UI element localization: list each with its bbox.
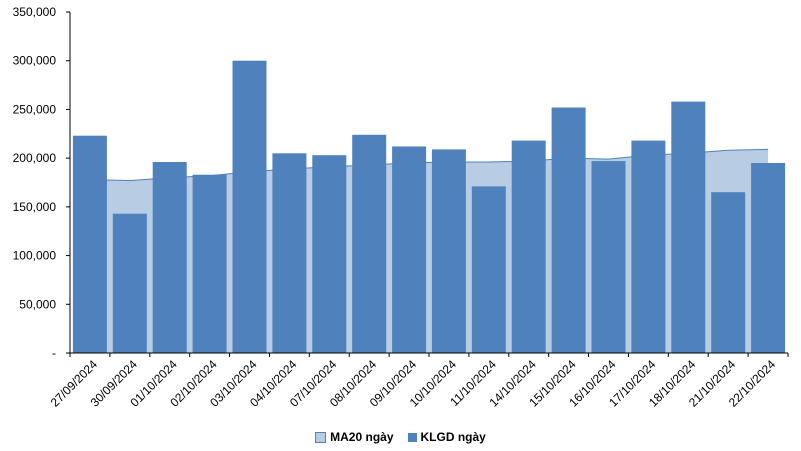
klgd-bar <box>671 101 706 353</box>
y-tick-label: 100,000 <box>13 249 57 263</box>
legend-label-klgd: KLGD ngày <box>420 430 486 444</box>
klgd-bar <box>112 213 147 353</box>
y-tick-label: 200,000 <box>13 151 57 165</box>
klgd-bar <box>232 60 267 353</box>
legend-item-ma20: MA20 ngày <box>315 430 394 444</box>
ma20-area <box>89 149 769 353</box>
klgd-bar <box>711 192 746 353</box>
klgd-bar <box>152 162 187 353</box>
ma20-area-layer <box>89 148 769 353</box>
klgd-bar <box>591 161 626 353</box>
y-tick-label: 50,000 <box>19 297 56 311</box>
klgd-bar <box>551 107 586 353</box>
y-tick-label: 300,000 <box>13 54 57 68</box>
klgd-bar <box>471 186 506 353</box>
y-tick-label: 150,000 <box>13 200 57 214</box>
klgd-bar <box>352 134 387 353</box>
klgd-bar-layer <box>72 60 786 353</box>
klgd-bar <box>192 174 227 353</box>
legend-swatch-klgd <box>407 432 417 442</box>
legend-item-klgd: KLGD ngày <box>407 430 486 444</box>
y-tick-label: 350,000 <box>13 5 57 19</box>
y-tick-label: - <box>52 346 56 360</box>
klgd-bar <box>631 140 666 353</box>
klgd-bar <box>431 149 466 353</box>
klgd-bar <box>72 135 107 353</box>
klgd-bar <box>312 155 347 353</box>
legend: MA20 ngày KLGD ngày <box>0 430 801 444</box>
klgd-bar <box>272 153 307 353</box>
y-tick-label: 250,000 <box>13 102 57 116</box>
legend-swatch-ma20 <box>315 431 327 443</box>
klgd-bar <box>392 146 427 353</box>
klgd-bar <box>511 140 546 353</box>
klgd-bar <box>751 163 786 353</box>
legend-label-ma20: MA20 ngày <box>330 430 394 444</box>
